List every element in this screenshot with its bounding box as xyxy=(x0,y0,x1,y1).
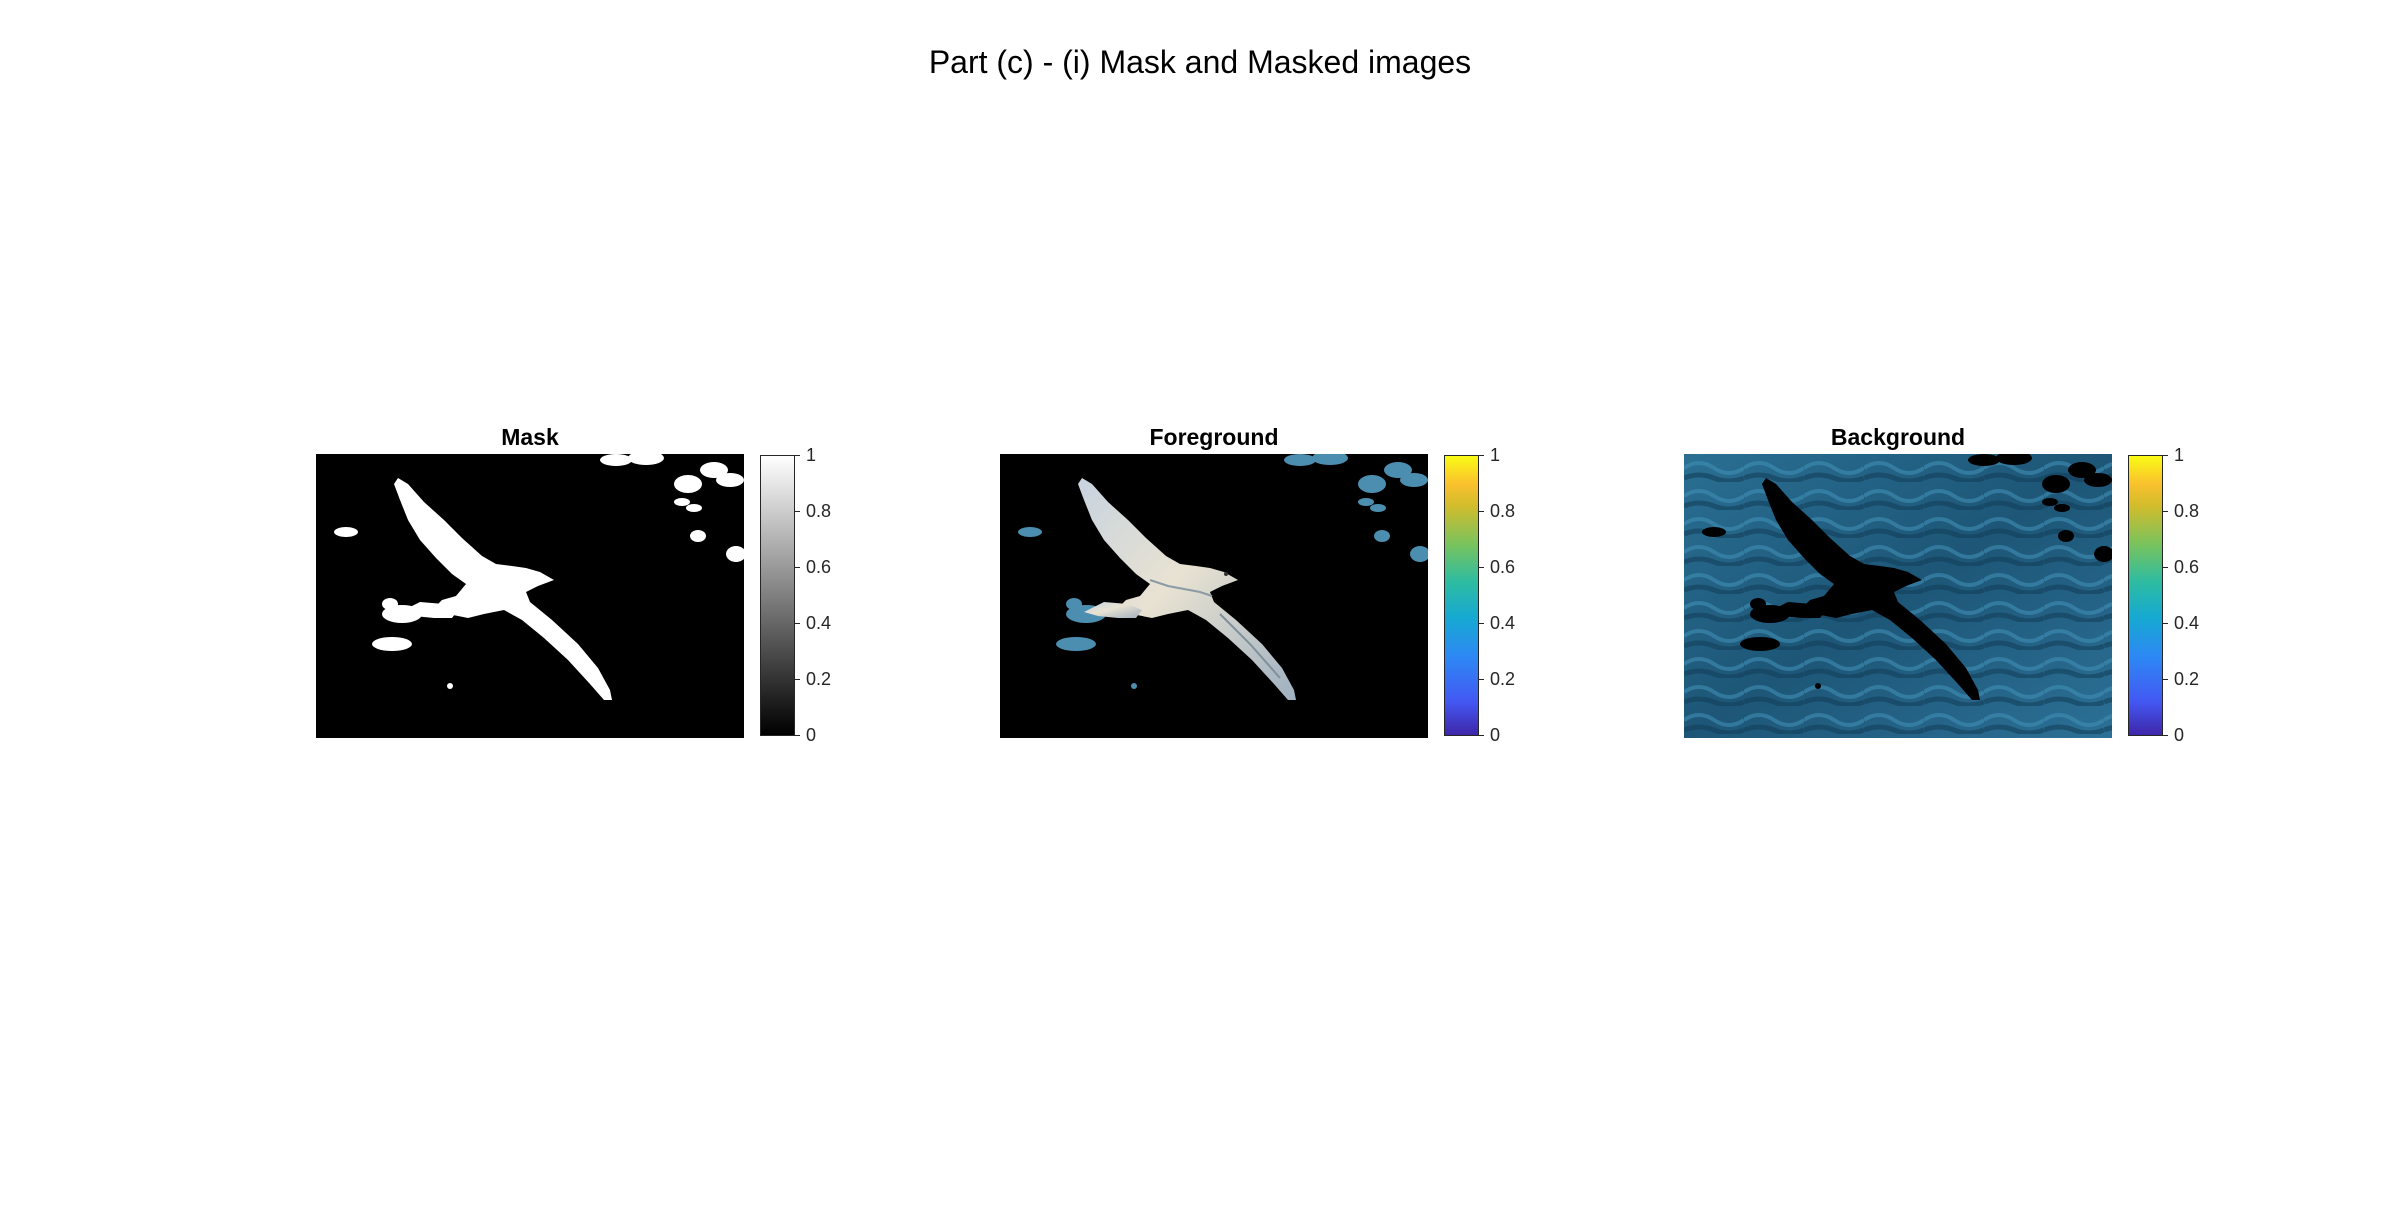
background-tick-1: 1 xyxy=(2174,445,2185,465)
foreground-tick-0.4: 0.4 xyxy=(1490,613,1516,633)
background-image xyxy=(1684,454,2112,738)
background-title: Background xyxy=(1830,424,1966,450)
background-tick-0.2: 0.2 xyxy=(2174,669,2200,689)
mask-image xyxy=(316,454,744,738)
foreground-tick-0.2: 0.2 xyxy=(1490,669,1516,689)
mask-tick-0.8: 0.8 xyxy=(806,501,832,521)
mask-tick-0.6: 0.6 xyxy=(806,557,832,577)
mask-tick-1: 1 xyxy=(806,445,817,465)
mask-title: Mask xyxy=(501,424,559,450)
foreground-image xyxy=(1000,454,1428,738)
foreground-colorbar xyxy=(1444,455,1479,736)
foreground-tick-0: 0 xyxy=(1490,725,1501,745)
foreground-tick-0.8: 0.8 xyxy=(1490,501,1516,521)
foreground-title: Foreground xyxy=(1149,424,1279,450)
mask-colorbar xyxy=(760,455,795,736)
background-tick-0.8: 0.8 xyxy=(2174,501,2200,521)
mask-tick-0: 0 xyxy=(806,725,817,745)
foreground-panel: Foreground 1 0.8 0.6 0.4 0.2 0 xyxy=(1000,424,1640,764)
foreground-tick-1: 1 xyxy=(1490,445,1501,465)
background-colorbar xyxy=(2128,455,2163,736)
background-panel: Background 1 0.8 0.6 0.4 0.2 0 xyxy=(1684,424,2324,764)
background-tick-0.6: 0.6 xyxy=(2174,557,2200,577)
background-tick-0.4: 0.4 xyxy=(2174,613,2200,633)
mask-panel: Mask 1 0.8 0.6 0.4 0.2 0 xyxy=(316,424,956,764)
mask-tick-0.4: 0.4 xyxy=(806,613,832,633)
foreground-tick-0.6: 0.6 xyxy=(1490,557,1516,577)
background-tick-0: 0 xyxy=(2174,725,2185,745)
mask-tick-0.2: 0.2 xyxy=(806,669,832,689)
figure-title: Part (c) - (i) Mask and Masked images xyxy=(928,44,1472,80)
